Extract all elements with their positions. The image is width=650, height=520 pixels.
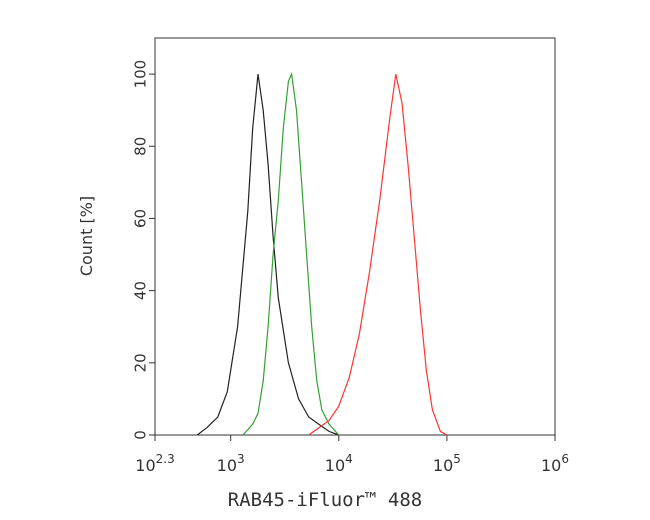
tick-base: 10 bbox=[433, 456, 453, 475]
tick-exponent: 4 bbox=[345, 452, 353, 466]
y-tick-label: 0 bbox=[132, 430, 150, 440]
x-tick-label: 105 bbox=[433, 452, 461, 475]
histogram-line bbox=[242, 71, 340, 436]
tick-exponent: 6 bbox=[561, 452, 569, 466]
tick-exponent: 3 bbox=[237, 452, 245, 466]
y-tick-label: 100 bbox=[132, 60, 150, 89]
y-tick-label: 60 bbox=[132, 209, 150, 228]
tick-base: 10 bbox=[541, 456, 561, 475]
x-tick-label: 106 bbox=[541, 452, 569, 475]
x-axis-label: RAB45-iFluor™ 488 bbox=[228, 489, 422, 511]
tick-exponent: 2.3 bbox=[156, 452, 175, 466]
y-tick-label: 80 bbox=[132, 137, 150, 156]
tick-base: 10 bbox=[135, 456, 155, 475]
y-tick-label: 40 bbox=[132, 281, 150, 300]
x-tick-label: 103 bbox=[217, 452, 245, 475]
y-tick-label: 20 bbox=[132, 353, 150, 372]
tick-base: 10 bbox=[325, 456, 345, 475]
y-axis-label: Count [%] bbox=[77, 196, 96, 276]
tick-base: 10 bbox=[217, 456, 237, 475]
plot-frame bbox=[154, 37, 556, 436]
tick-exponent: 5 bbox=[453, 452, 461, 466]
x-tick-label: 102.3 bbox=[135, 452, 174, 475]
histogram-line bbox=[308, 73, 448, 436]
x-tick-label: 104 bbox=[325, 452, 353, 475]
histogram-line bbox=[196, 74, 340, 436]
